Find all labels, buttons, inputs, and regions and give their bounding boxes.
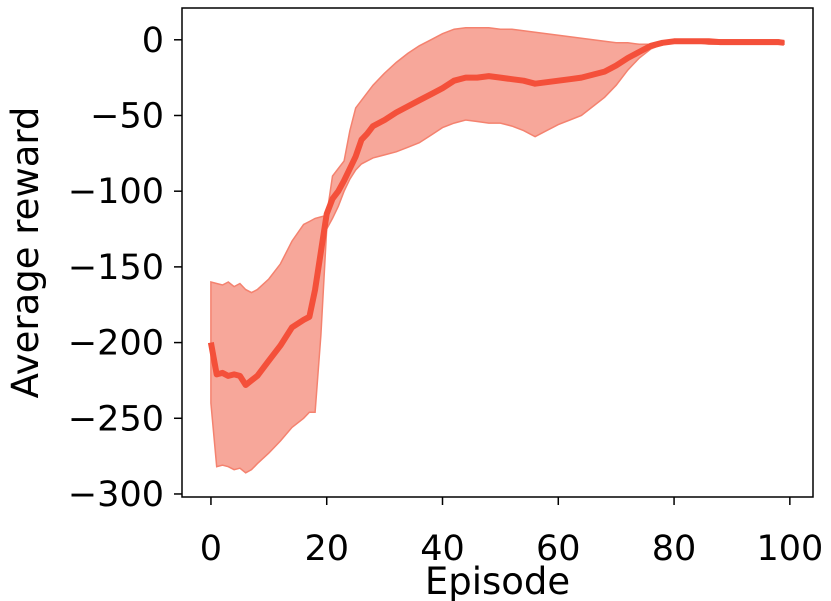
y-axis-ticks: 0 −50 −100 −150 −200 −250 −300 [68,21,182,515]
x-tick-label: 40 [420,529,465,569]
plot-frame [181,7,814,498]
mean-reward-line [207,38,785,388]
x-tick-label: 0 [200,529,222,569]
y-tick-label: 0 [142,21,164,61]
y-axis-label: Average reward [4,107,47,399]
y-tick-label: −100 [68,172,164,212]
mean-line-layer [207,38,785,388]
x-tick-label: 100 [756,529,823,569]
x-axis-ticks: 0 20 40 60 80 100 [200,497,823,569]
x-tick-label: 20 [304,529,349,569]
y-tick-label: −200 [68,324,164,364]
confidence-band-layer [210,26,785,474]
y-tick-label: −50 [90,96,164,136]
confidence-band [210,26,785,474]
y-tick-label: −250 [68,399,164,439]
x-axis-label: Episode [425,560,570,601]
x-tick-label: 60 [536,529,581,569]
x-tick-label: 80 [652,529,697,569]
y-tick-label: −150 [68,248,164,288]
y-tick-label: −300 [68,475,164,515]
